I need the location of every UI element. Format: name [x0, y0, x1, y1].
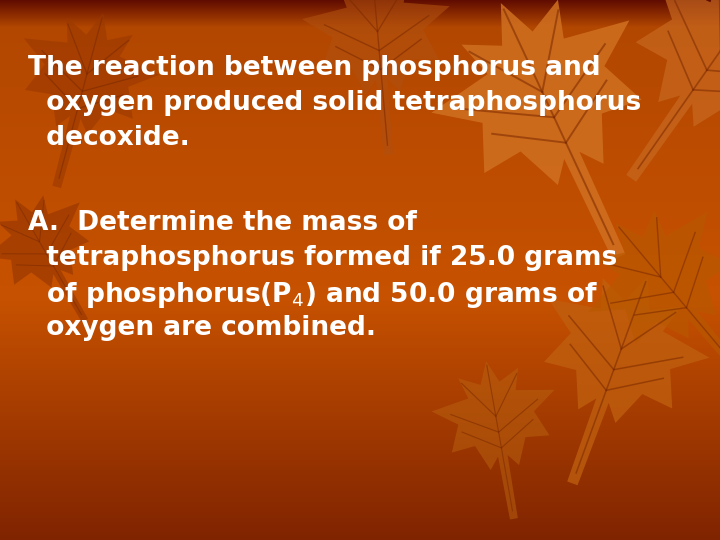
Polygon shape — [544, 276, 709, 485]
Polygon shape — [0, 195, 89, 322]
Text: tetraphosphorus formed if 25.0 grams: tetraphosphorus formed if 25.0 grams — [28, 245, 617, 271]
Text: decoxide.: decoxide. — [28, 125, 190, 151]
Text: of phosphorus(P$_4$) and 50.0 grams of: of phosphorus(P$_4$) and 50.0 grams of — [28, 280, 598, 310]
Text: A.  Determine the mass of: A. Determine the mass of — [28, 210, 417, 236]
Text: oxygen are combined.: oxygen are combined. — [28, 315, 376, 341]
Polygon shape — [431, 361, 554, 519]
Text: The reaction between phosphorus and: The reaction between phosphorus and — [28, 55, 600, 81]
Polygon shape — [626, 0, 720, 182]
Polygon shape — [431, 0, 642, 260]
Polygon shape — [24, 13, 159, 188]
Polygon shape — [302, 0, 450, 155]
Text: oxygen produced solid tetraphosphorus: oxygen produced solid tetraphosphorus — [28, 90, 642, 116]
Polygon shape — [588, 211, 720, 380]
